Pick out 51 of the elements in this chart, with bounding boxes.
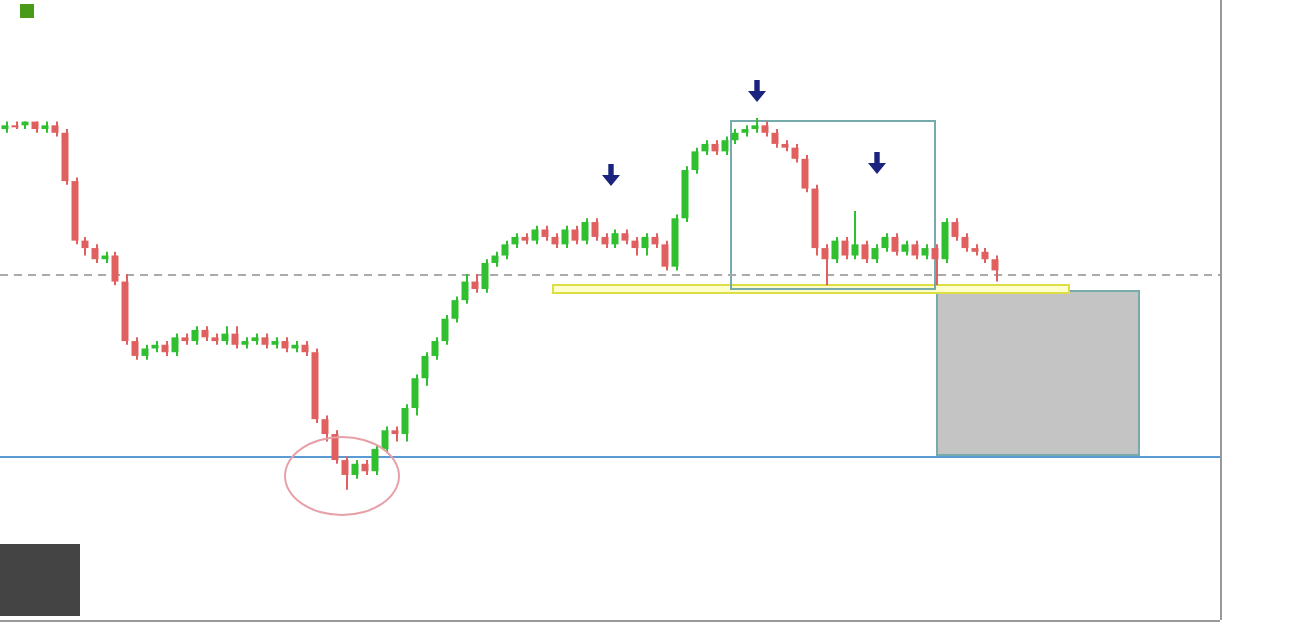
- candlestick: [961, 232, 969, 253]
- candlestick: [911, 239, 919, 261]
- candlestick: [591, 217, 599, 242]
- candlestick: [231, 325, 239, 350]
- candlestick: [111, 250, 119, 287]
- candlestick: [661, 239, 669, 272]
- candlestick: [411, 373, 419, 417]
- candlestick: [951, 217, 959, 242]
- candlestick: [471, 273, 479, 294]
- candlestick: [341, 455, 349, 491]
- candlestick: [991, 254, 999, 283]
- candlestick: [451, 295, 459, 324]
- candlestick: [91, 243, 99, 264]
- candlestick: [81, 235, 89, 257]
- candlestick: [791, 142, 799, 164]
- candlestick: [221, 325, 229, 346]
- candlestick: [561, 224, 569, 250]
- candlestick: [581, 217, 589, 246]
- candlestick: [871, 243, 879, 264]
- candlestick: [481, 258, 489, 294]
- candlestick: [861, 239, 869, 264]
- candlestick: [631, 235, 639, 257]
- candlestick: [771, 128, 779, 149]
- candlestick: [941, 217, 949, 264]
- candlestick: [571, 224, 579, 246]
- candlestick: [841, 235, 849, 261]
- candlestick: [321, 414, 329, 443]
- candlestick: [421, 351, 429, 387]
- candlestick: [131, 336, 139, 361]
- candlestick: [371, 444, 379, 476]
- candlestick: [401, 403, 409, 443]
- candlestick: [851, 209, 859, 261]
- candlestick: [461, 273, 469, 305]
- candlestick: [831, 235, 839, 264]
- candlestick: [931, 243, 939, 287]
- candlestick: [531, 224, 539, 246]
- candlestick: [441, 314, 449, 346]
- candlestick: [611, 228, 619, 250]
- candlestick: [351, 459, 359, 480]
- candlestick: [821, 243, 829, 287]
- candlestick: [501, 239, 509, 261]
- candlestick: [801, 154, 809, 194]
- candlestick: [721, 135, 729, 157]
- candlestick: [431, 336, 439, 361]
- candlestick: [641, 232, 649, 257]
- candlestick: [191, 325, 199, 346]
- candlestick: [891, 232, 899, 257]
- candlestick: [691, 146, 699, 175]
- candlestick: [171, 332, 179, 357]
- candlestick: [881, 232, 889, 253]
- candlestick: [381, 425, 389, 454]
